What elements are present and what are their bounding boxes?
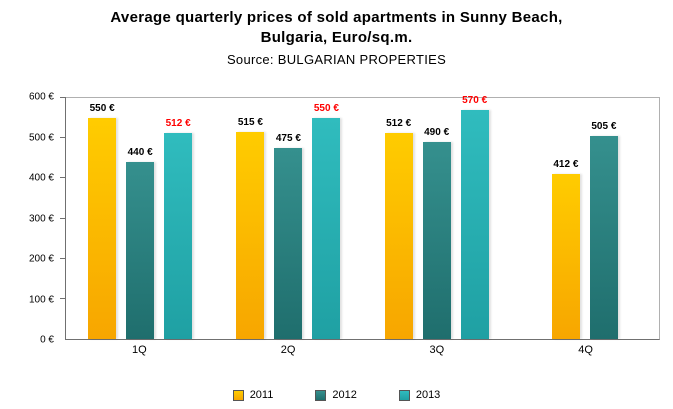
bar-group-4q: 412 € 505 € (511, 98, 659, 339)
y-tick-mark (60, 217, 66, 219)
y-tick-mark (60, 257, 66, 259)
y-tick-label: 200 € (28, 253, 54, 265)
bar-value-label: 505 € (591, 121, 617, 133)
bar-value-label: 515 € (237, 117, 263, 129)
legend-label-2012: 2012 (332, 389, 357, 401)
bar-value-label: 512 € (165, 118, 191, 130)
bar-2011-3q: 512 € (384, 118, 413, 339)
bar-2013-2q: 550 € (312, 103, 341, 339)
bar-2012-4q: 505 € (589, 121, 618, 339)
bar-value-label: 570 € (462, 95, 488, 107)
legend: 2011 2012 2013 (0, 389, 673, 401)
bar-group-1q: 550 € 440 € 512 € (66, 98, 214, 339)
bar-value-label: 475 € (275, 133, 301, 145)
x-tick-label-2q: 2Q (280, 344, 296, 356)
bar-value-label: 512 € (386, 118, 412, 130)
bar-2011-1q: 550 € (88, 103, 117, 339)
y-tick-label: 400 € (28, 172, 54, 184)
bar-2011-2q: 515 € (236, 117, 265, 339)
chart-title: Average quarterly prices of sold apartme… (0, 8, 673, 48)
bar-2012-3q: 490 € (422, 127, 451, 339)
y-tick-label: 500 € (28, 132, 54, 143)
chart-title-line2: Bulgaria, Euro/sq.m. (260, 29, 413, 46)
x-tick-label-4q: 4Q (578, 344, 593, 356)
y-tick-label: 100 € (28, 294, 54, 306)
bar-2013-1q: 512 € (164, 118, 193, 339)
legend-swatch-2013 (398, 389, 410, 401)
y-tick-mark (60, 137, 66, 139)
chart-source: Source: BULGARIAN PROPERTIES (226, 52, 447, 67)
bar-2013-3q: 570 € (460, 95, 489, 339)
legend-swatch-2011 (232, 389, 244, 401)
bar-2012-2q: 475 € (274, 133, 303, 339)
plot-area: 550 € 440 € 512 € 515 € 475 € 550 € 512 € 490 €… (60, 95, 660, 340)
bar-2011-4q: 412 € (551, 159, 580, 339)
legend-item-2012: 2012 (315, 389, 357, 401)
legend-swatch-2012 (315, 389, 327, 401)
x-tick-label-1q: 1Q (132, 344, 147, 356)
bar-value-label: 550 € (89, 103, 115, 115)
y-tick-label: 0 € (40, 334, 54, 346)
chart-title-line1: Average quarterly prices of sold apartme… (110, 9, 563, 26)
bar-group-2q: 515 € 475 € 550 € (214, 98, 362, 339)
y-tick-label: 300 € (28, 213, 54, 224)
legend-item-2013: 2013 (398, 389, 441, 401)
legend-item-2011: 2011 (232, 389, 274, 401)
x-axis: 1Q 2Q 3Q 4Q (65, 344, 660, 356)
y-axis: 0 € 100 € 200 € 300 € 400 € 500 € 600 € (0, 92, 58, 346)
bar-2012-1q: 440 € (126, 147, 155, 339)
y-tick-mark (60, 97, 66, 98)
legend-label-2013: 2013 (415, 389, 441, 401)
y-tick-mark (60, 297, 66, 299)
y-tick-mark (60, 177, 66, 179)
x-tick-label-3q: 3Q (429, 344, 445, 356)
legend-label-2011: 2011 (249, 389, 274, 401)
bar-value-label: 440 € (127, 147, 153, 159)
bar-group-3q: 512 € 490 € 570 € (363, 95, 511, 339)
y-tick-label: 600 € (28, 91, 54, 103)
bar-value-label: 550 € (313, 103, 339, 115)
bar-value-label: 490 € (424, 127, 450, 139)
bar-value-label: 412 € (553, 158, 579, 170)
